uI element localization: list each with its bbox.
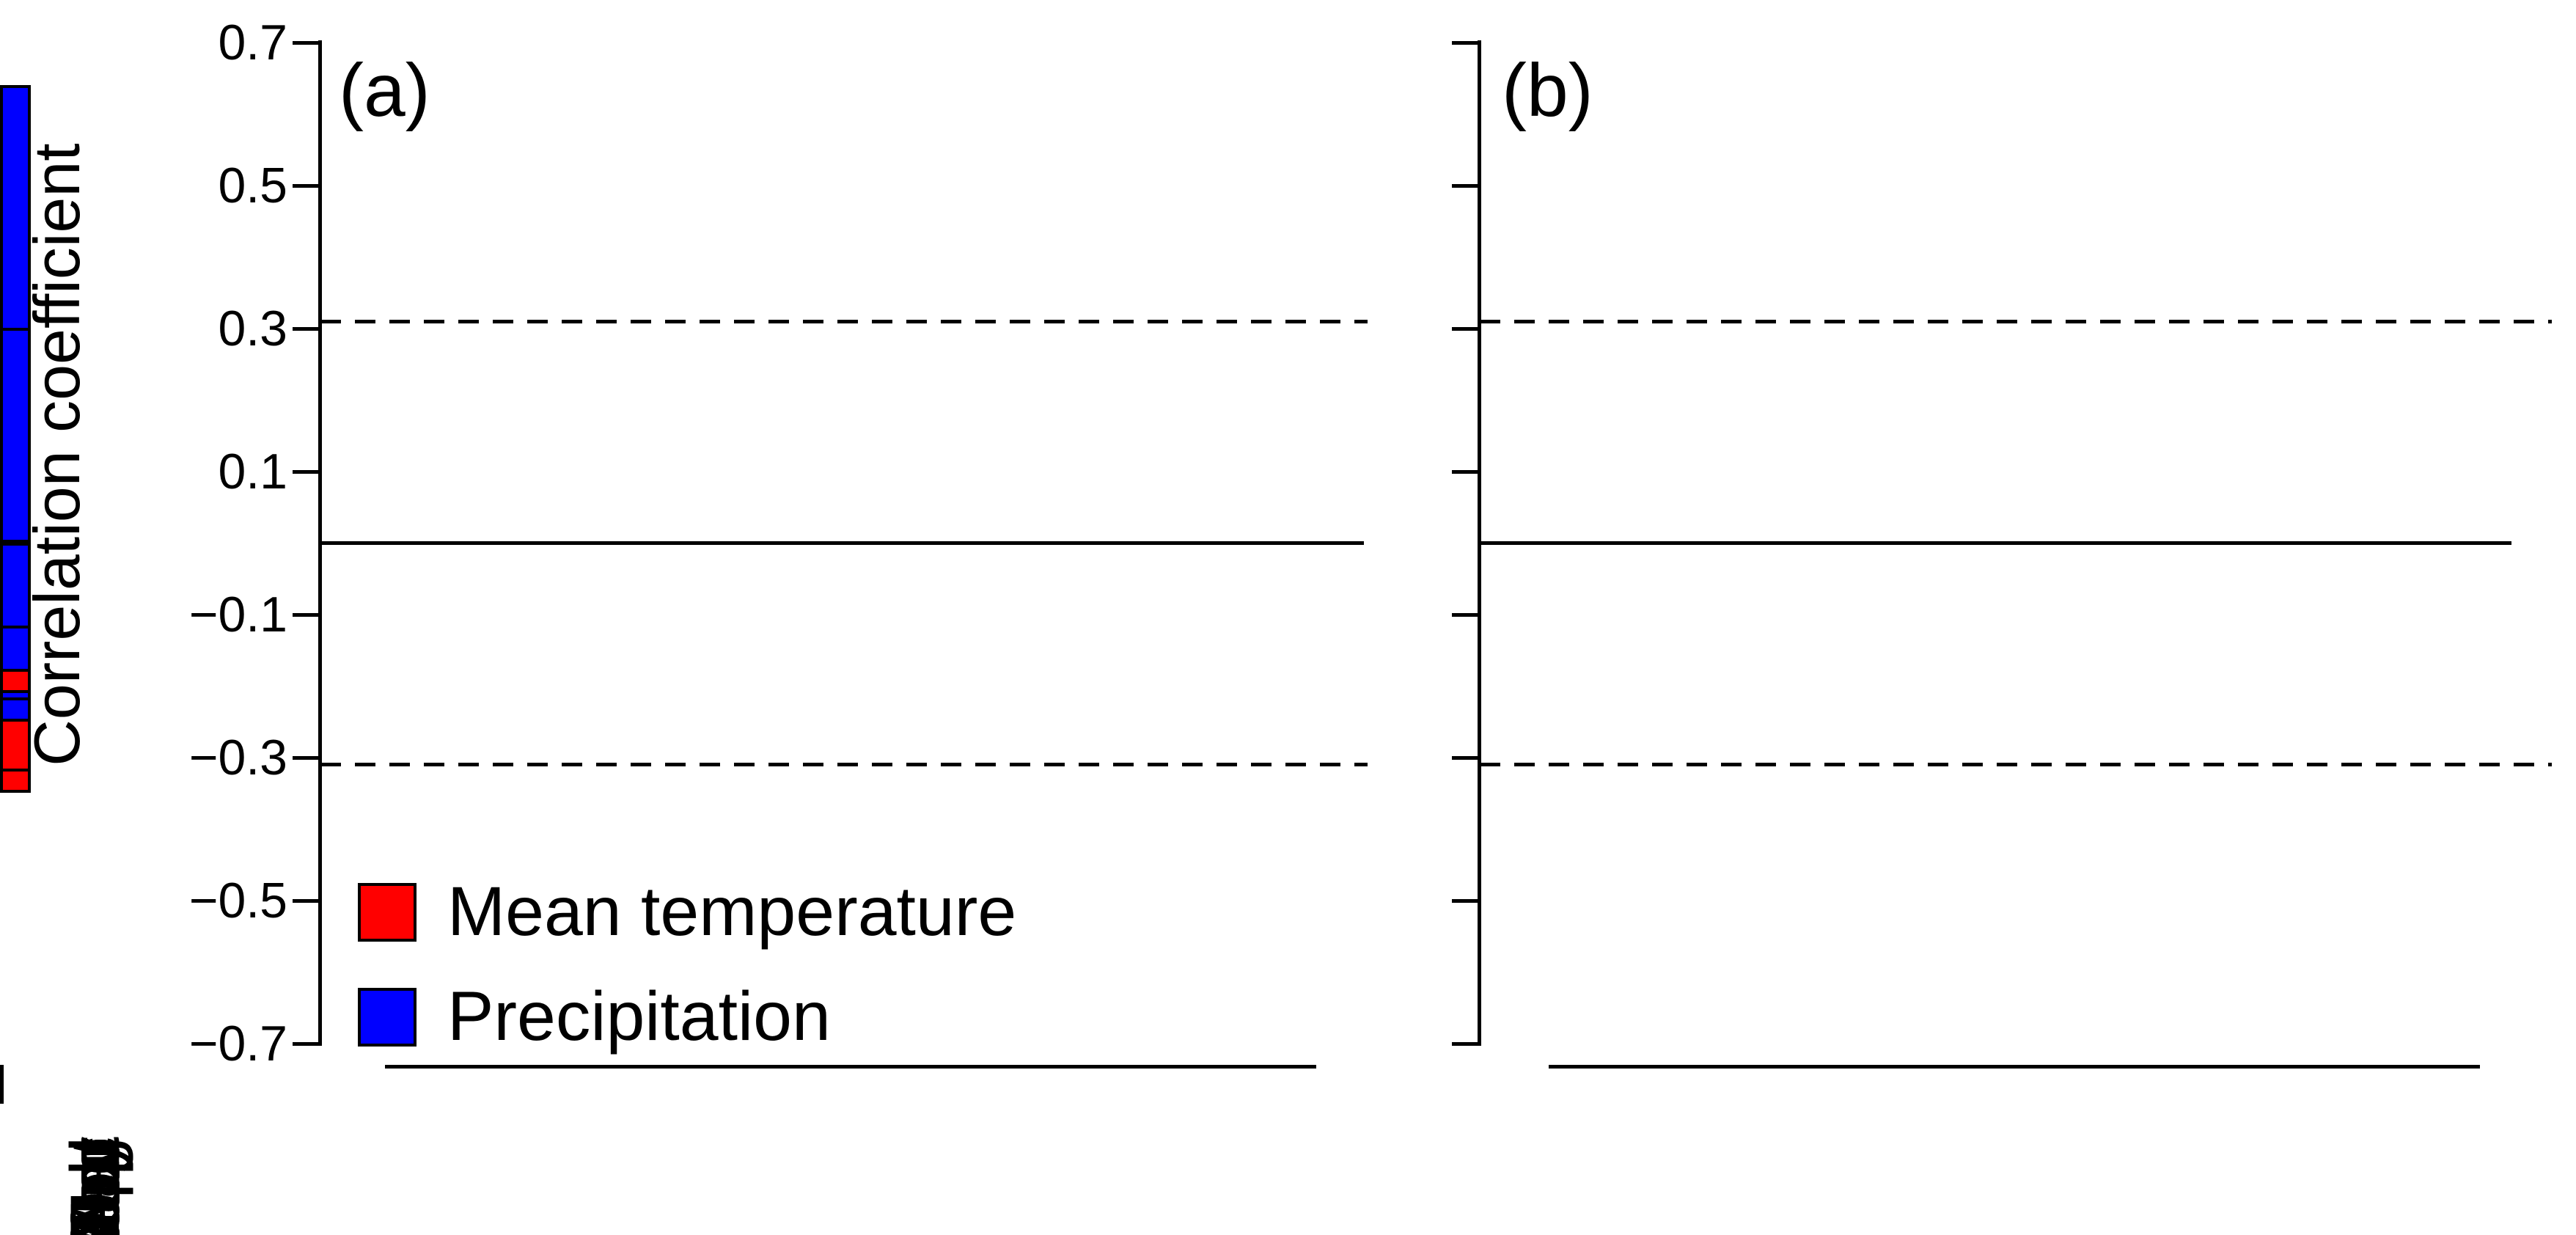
zero-line-b bbox=[1480, 541, 2511, 545]
y-tick-label-0.5: 0.5 bbox=[218, 157, 287, 213]
y-tick-label-0.1: 0.1 bbox=[218, 443, 287, 499]
y-tick-label--0.7: −0.7 bbox=[188, 1015, 287, 1071]
significance-line-b-upper bbox=[1480, 319, 2552, 323]
x-axis-a bbox=[385, 1065, 1316, 1069]
y-tick-b--0.7 bbox=[1452, 1041, 1478, 1046]
month-label-b-Dec: Dec bbox=[56, 1137, 134, 1235]
y-tick-a-0.1 bbox=[293, 469, 318, 474]
y-tick-label-0.3: 0.3 bbox=[218, 300, 287, 356]
y-tick-a--0.7 bbox=[293, 1041, 318, 1046]
y-tick-b--0.3 bbox=[1452, 755, 1478, 760]
panel-b-label: (b) bbox=[1502, 48, 1593, 132]
legend-item-precipitation: Precipitation bbox=[358, 982, 1016, 1052]
y-tick-a-0.3 bbox=[293, 326, 318, 331]
y-tick-a--0.5 bbox=[293, 898, 318, 903]
legend-label-precipitation: Precipitation bbox=[447, 978, 831, 1055]
y-tick-b-0.1 bbox=[1452, 469, 1478, 474]
panel-a-label: (a) bbox=[339, 48, 430, 132]
legend-swatch-precipitation bbox=[358, 987, 417, 1047]
y-tick-a--0.1 bbox=[293, 612, 318, 617]
y-tick-a--0.3 bbox=[293, 755, 318, 760]
y-tick-label--0.5: −0.5 bbox=[188, 872, 287, 928]
y-tick-b--0.1 bbox=[1452, 612, 1478, 617]
y-tick-label-0.7: 0.7 bbox=[218, 14, 287, 70]
y-tick-a-0.5 bbox=[293, 183, 318, 188]
y-tick-b--0.5 bbox=[1452, 898, 1478, 903]
significance-line-b-lower bbox=[1480, 763, 2552, 767]
legend-item-mean-temperature: Mean temperature bbox=[358, 877, 1016, 947]
zero-line-a bbox=[320, 541, 1364, 545]
legend-swatch-mean-temperature bbox=[358, 882, 417, 942]
bar-b-Dec-precipitation bbox=[0, 543, 31, 629]
y-tick-b-0.3 bbox=[1452, 326, 1478, 331]
y-tick-a-0.7 bbox=[293, 40, 318, 45]
y-tick-label--0.3: −0.3 bbox=[188, 729, 287, 785]
bar-b-Aug-precipitation bbox=[0, 328, 31, 543]
significance-line-a-upper bbox=[320, 319, 1368, 323]
y-axis-a bbox=[318, 40, 322, 1046]
y-tick-label--0.1: −0.1 bbox=[188, 586, 287, 642]
legend: Mean temperature Precipitation bbox=[358, 877, 1016, 1052]
legend-label-mean-temperature: Mean temperature bbox=[447, 873, 1017, 950]
x-tick-b-Dec bbox=[0, 1065, 4, 1104]
significance-line-a-lower bbox=[320, 763, 1368, 767]
y-tick-b-0.7 bbox=[1452, 40, 1478, 45]
y-tick-b-0.5 bbox=[1452, 183, 1478, 188]
y-axis-b bbox=[1478, 40, 1481, 1046]
x-axis-b bbox=[1549, 1065, 2480, 1069]
